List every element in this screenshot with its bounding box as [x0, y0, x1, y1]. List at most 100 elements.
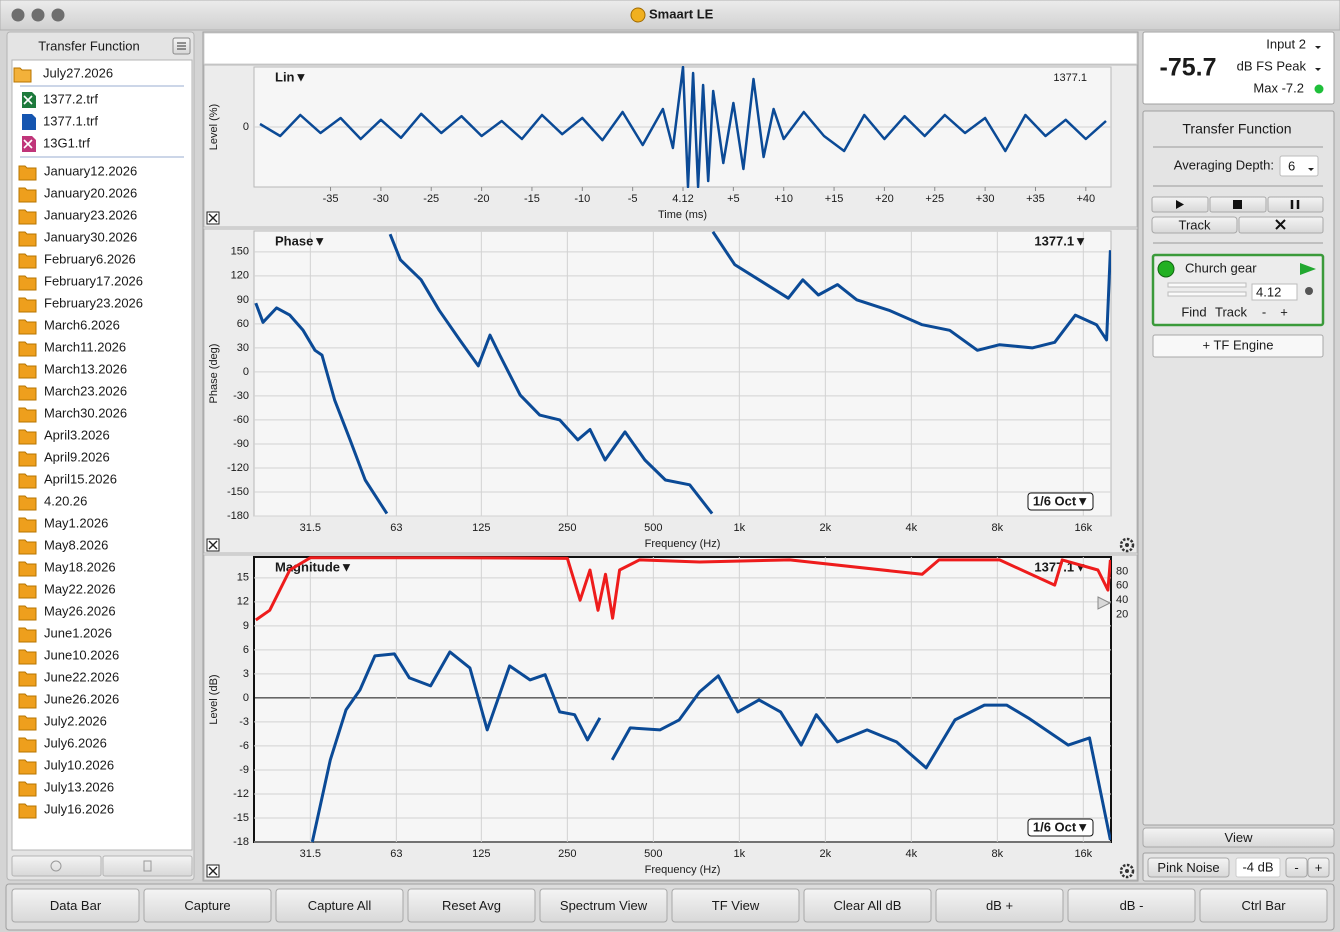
- x-tick-label: -10: [574, 193, 590, 205]
- x-tick-label: -20: [474, 193, 490, 205]
- meter-panel: [1142, 31, 1335, 105]
- folder-icon: [18, 407, 37, 423]
- window-control[interactable]: [11, 8, 25, 22]
- meter-max: Max -7.2: [1253, 80, 1304, 95]
- y-tick-label: 120: [231, 270, 249, 282]
- file-icon-glyph: [23, 139, 33, 149]
- measurement-label: 1377.1▼: [1034, 233, 1087, 248]
- x-tick-label: 2k: [820, 522, 832, 534]
- view-button[interactable]: [1142, 827, 1335, 848]
- toolbar-button[interactable]: [407, 888, 536, 923]
- x-tick-label: -30: [373, 193, 389, 205]
- folder-icon: [18, 671, 37, 687]
- folder-name: July6.2026: [44, 735, 107, 750]
- folder-icon: [18, 737, 37, 753]
- generator-button-label: Pink Noise: [1157, 860, 1219, 875]
- track-button[interactable]: [1151, 216, 1238, 234]
- x-tick-label: 16k: [1074, 848, 1092, 860]
- x-tick-label: +20: [875, 193, 894, 205]
- folder-name: May18.2026: [44, 559, 116, 574]
- folder-name: January23.2026: [44, 207, 137, 222]
- folder-icon: [18, 539, 37, 555]
- x-tick-label: 250: [558, 522, 576, 534]
- x-tick-label: 125: [472, 848, 490, 860]
- toolbar-button-label: dB +: [986, 898, 1013, 913]
- engine-name: Church gear: [1185, 260, 1257, 275]
- delay-field[interactable]: [1251, 283, 1298, 301]
- folder-name: February6.2026: [44, 251, 136, 266]
- track-delay-button: Track: [1215, 304, 1248, 319]
- engine-status[interactable]: [1157, 260, 1175, 278]
- signal-indicator: [1314, 84, 1324, 94]
- settings-hub: [1125, 869, 1129, 873]
- toolbar-button[interactable]: [935, 888, 1064, 923]
- file-name: 1377.1.trf: [43, 113, 98, 128]
- x-tick-label: 1k: [734, 848, 746, 860]
- measurement-label: 1377.1: [1053, 72, 1087, 84]
- y-axis-label: Phase (deg): [208, 344, 220, 404]
- trash-icon: [143, 860, 152, 872]
- x-tick-label: -25: [423, 193, 439, 205]
- pause-button[interactable]: [1267, 196, 1324, 213]
- toolbar-button-label: Capture: [184, 898, 230, 913]
- data-trace: [254, 302, 389, 515]
- tools-icon: [1275, 219, 1286, 230]
- toolbar-button[interactable]: [539, 888, 668, 923]
- plot-area: [253, 230, 1112, 517]
- stop-icon: [1233, 200, 1242, 209]
- play-icon: [1176, 200, 1184, 209]
- folder-name: June1.2026: [44, 625, 112, 640]
- y-tick-label: -90: [233, 438, 249, 450]
- x-tick-label: +30: [976, 193, 995, 205]
- y-tick-label: -150: [227, 486, 249, 498]
- window-control[interactable]: [31, 8, 45, 22]
- toolbar-button[interactable]: [275, 888, 404, 923]
- y-tick-label: -120: [227, 462, 249, 474]
- level-field[interactable]: [1235, 857, 1281, 878]
- toolbar-button[interactable]: [1067, 888, 1196, 923]
- smoothing-box[interactable]: [1027, 818, 1094, 837]
- folder-name: June10.2026: [44, 647, 119, 662]
- toolbar-button[interactable]: [11, 888, 140, 923]
- settings-button[interactable]: [1119, 537, 1135, 553]
- generator-button[interactable]: [1147, 857, 1230, 878]
- folder-icon: [18, 187, 37, 203]
- find-button: Find: [1181, 304, 1206, 319]
- delete-button[interactable]: [102, 855, 193, 877]
- folder-icon: [18, 319, 37, 335]
- data-bar: [203, 32, 1138, 65]
- folder-name: March23.2026: [44, 383, 127, 398]
- info-icon: [50, 860, 62, 872]
- add-engine-button[interactable]: [1152, 334, 1324, 358]
- level-minus-label: -: [1294, 860, 1298, 875]
- x-tick-label: -35: [323, 193, 339, 205]
- folder-icon: [18, 583, 37, 599]
- x-tick-label: 500: [644, 848, 662, 860]
- open-folder-icon: [13, 67, 32, 83]
- level-minus[interactable]: [1285, 857, 1308, 878]
- y-tick-label: -3: [239, 716, 249, 728]
- plot-area: [253, 556, 1112, 843]
- toolbar-button[interactable]: [143, 888, 272, 923]
- smoothing-box[interactable]: [1027, 492, 1094, 511]
- app-icon: [630, 7, 646, 23]
- toolbar-button[interactable]: [803, 888, 932, 923]
- toolbar-button[interactable]: [1199, 888, 1328, 923]
- close-icon: [208, 540, 218, 550]
- level-plus[interactable]: [1307, 857, 1330, 878]
- folder-name: May8.2026: [44, 537, 108, 552]
- settings-button[interactable]: [1119, 863, 1135, 879]
- info-button[interactable]: [11, 855, 102, 877]
- y-tick-label: -6: [239, 740, 249, 752]
- toolbar-button[interactable]: [671, 888, 800, 923]
- x-tick-label: +15: [825, 193, 844, 205]
- window-control[interactable]: [51, 8, 65, 22]
- smoothing-label: 1/6 Oct▼: [1033, 819, 1089, 834]
- folder-icon: [18, 341, 37, 357]
- averaging-select[interactable]: [1279, 155, 1319, 177]
- x-tick-label: +40: [1076, 193, 1095, 205]
- window-title: Smaart LE: [649, 6, 714, 21]
- folder-name: June22.2026: [44, 669, 119, 684]
- engine-play[interactable]: [1300, 263, 1316, 275]
- toolbar-button-label: Capture All: [308, 898, 372, 913]
